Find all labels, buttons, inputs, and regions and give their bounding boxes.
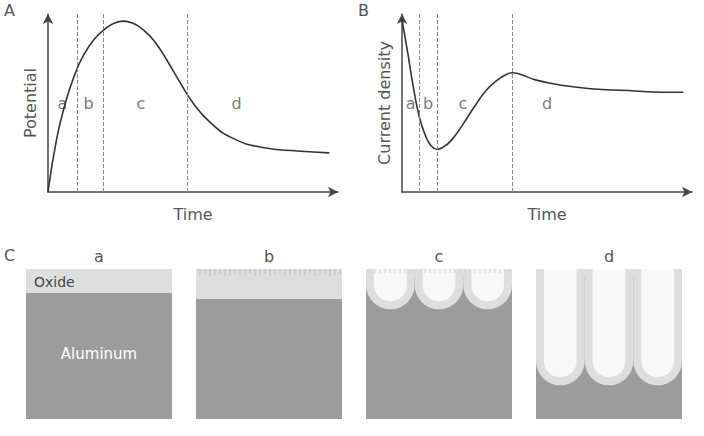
svg-text:Time: Time: [526, 205, 566, 224]
svg-text:d: d: [604, 247, 614, 266]
svg-text:b: b: [423, 94, 433, 113]
svg-text:d: d: [231, 94, 241, 113]
svg-text:a: a: [94, 247, 104, 266]
svg-text:C: C: [4, 246, 15, 265]
svg-text:d: d: [542, 94, 552, 113]
svg-text:c: c: [459, 94, 468, 113]
svg-text:A: A: [4, 1, 15, 20]
svg-text:Current density: Current density: [375, 41, 394, 165]
svg-text:Oxide: Oxide: [34, 274, 75, 290]
svg-text:Time: Time: [172, 205, 212, 224]
svg-text:c: c: [136, 94, 145, 113]
svg-text:b: b: [84, 94, 94, 113]
svg-text:b: b: [264, 247, 274, 266]
svg-text:a: a: [405, 93, 416, 113]
svg-text:Potential: Potential: [21, 68, 40, 138]
svg-text:B: B: [358, 1, 369, 20]
svg-text:a: a: [57, 93, 68, 113]
svg-text:Aluminum: Aluminum: [61, 345, 137, 363]
svg-text:c: c: [435, 247, 444, 266]
